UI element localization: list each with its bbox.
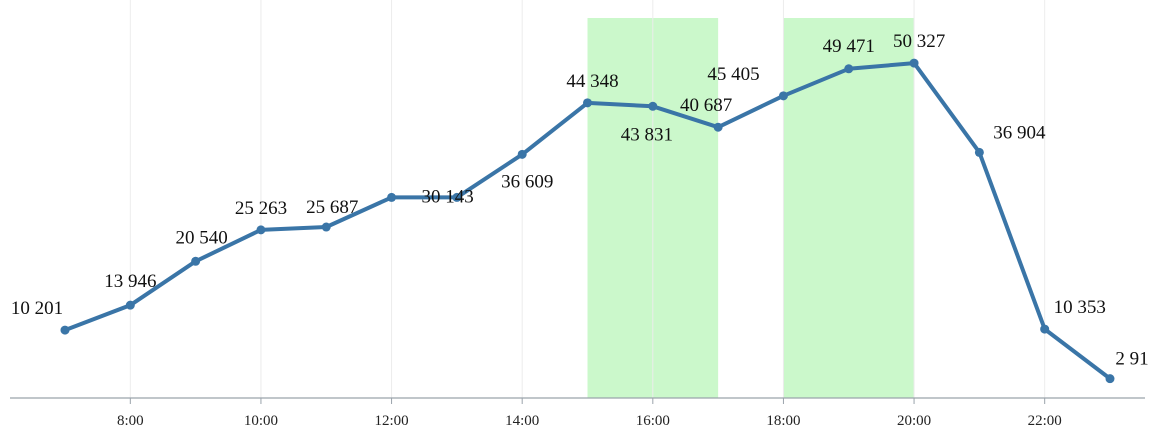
x-tick-label: 18:00 (766, 413, 800, 429)
data-labels: 10 201 13 946 20 540 25 263 25 687 30 143 36 6… (11, 31, 1149, 370)
data-point (452, 192, 462, 202)
x-tick-label: 8:00 (117, 413, 144, 429)
data-label: 2 91 (1115, 349, 1148, 370)
data-label: 30 143 (421, 186, 473, 207)
data-label: 25 263 (235, 198, 287, 219)
data-point (387, 192, 397, 202)
x-tick-label: 14:00 (505, 413, 539, 429)
data-point (583, 98, 592, 108)
data-label: 36 904 (993, 122, 1046, 143)
data-point (713, 122, 723, 132)
data-point (844, 64, 854, 74)
data-point (191, 256, 201, 266)
x-tick-label: 16:00 (636, 413, 670, 429)
data-label: 50 327 (893, 31, 945, 52)
data-label: 36 609 (501, 171, 553, 192)
data-point (1040, 324, 1050, 334)
data-label: 45 405 (707, 64, 759, 85)
data-point (974, 147, 984, 157)
highlight-band-1 (783, 18, 915, 398)
data-point (909, 58, 919, 68)
data-point (256, 225, 266, 235)
data-label: 49 471 (823, 36, 875, 57)
data-point (648, 101, 658, 111)
x-axis-ticks: 8:00 10:00 12:00 14:00 16:00 18:00 20:00 22:00 (117, 398, 1062, 429)
x-tick-label: 20:00 (897, 413, 931, 429)
data-label: 43 831 (621, 124, 673, 145)
data-label: 25 687 (306, 197, 358, 218)
data-point (60, 325, 70, 335)
data-label: 20 540 (176, 227, 228, 248)
data-point (1105, 374, 1115, 384)
data-label: 40 687 (680, 95, 732, 116)
data-label: 10 353 (1054, 297, 1106, 318)
x-tick-label: 22:00 (1028, 413, 1062, 429)
data-point (321, 222, 331, 232)
data-points (60, 58, 1115, 384)
x-tick-label: 12:00 (374, 413, 408, 429)
data-label: 10 201 (11, 298, 63, 319)
x-tick-label: 10:00 (244, 413, 278, 429)
data-point (125, 300, 135, 310)
data-label: 13 946 (104, 271, 156, 292)
data-point (517, 149, 527, 159)
data-point (778, 91, 788, 101)
data-label: 44 348 (566, 71, 618, 92)
